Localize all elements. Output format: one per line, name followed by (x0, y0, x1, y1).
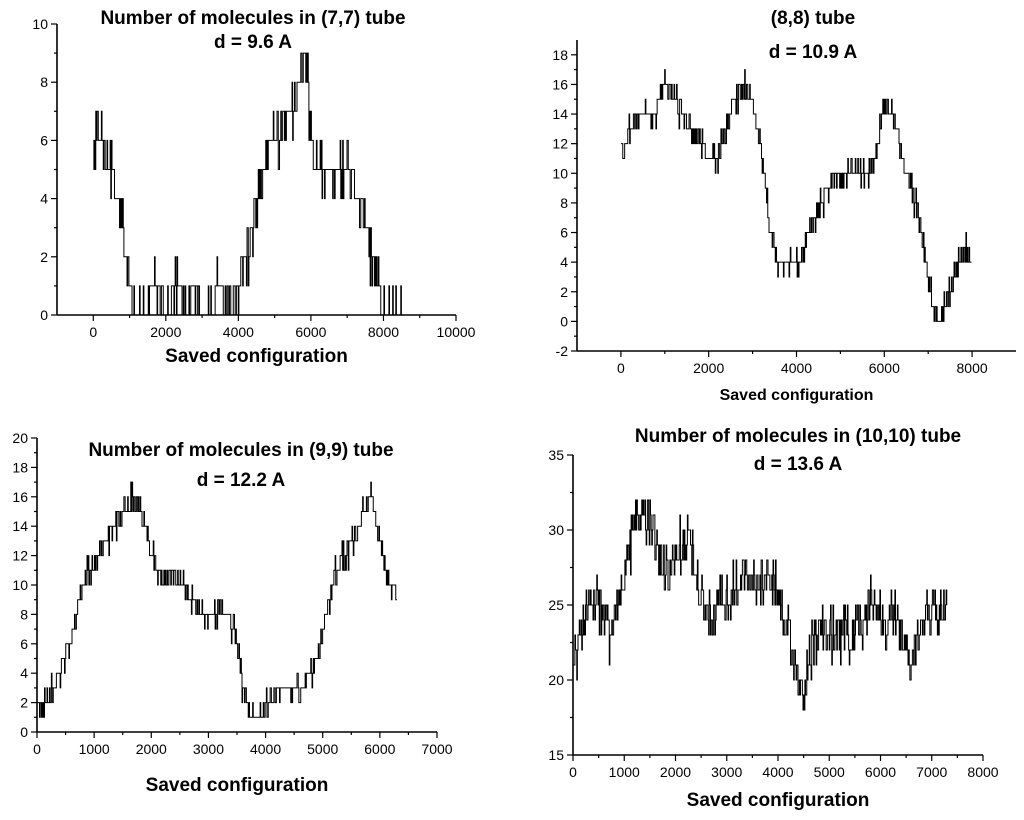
x-tick-label: 2000 (150, 324, 181, 340)
x-tick-label: 8000 (368, 324, 399, 340)
x-tick-label: 6000 (364, 741, 395, 757)
x-axis-label: Saved configuration (146, 775, 329, 796)
y-tick-label: 4 (40, 191, 48, 207)
y-tick-label: 14 (12, 518, 28, 534)
y-tick-label: 4 (20, 665, 28, 681)
y-tick-label: 16 (12, 489, 28, 505)
y-tick-label: 14 (552, 106, 568, 122)
series-trace (620, 69, 972, 322)
y-tick-label: 0 (20, 724, 28, 740)
x-tick-label: 2000 (660, 764, 691, 780)
y-tick-label: 18 (552, 47, 568, 63)
x-tick-label: 2000 (693, 360, 724, 376)
y-tick-label: 25 (548, 597, 564, 613)
chart-title-line: d = 9.6 A (214, 32, 292, 53)
x-tick-label: 6000 (295, 324, 326, 340)
x-tick-label: 7000 (916, 764, 947, 780)
y-tick-label: 12 (12, 548, 28, 564)
y-tick-label: 8 (40, 74, 48, 90)
y-tick-label: 35 (548, 447, 564, 463)
y-tick-label: 15 (548, 747, 564, 763)
y-tick-label: 20 (548, 672, 564, 688)
chart-title-line: d = 13.6 A (754, 454, 843, 475)
y-tick-label: 2 (40, 249, 48, 265)
series-trace (37, 481, 397, 718)
y-tick-label: -2 (556, 343, 569, 359)
y-tick-label: 0 (40, 307, 48, 323)
y-tick-label: 12 (552, 136, 568, 152)
chart-7-7: 0 2000 4000 6000 8000 10000 0 2 4 6 8 10 Number of m… (32, 8, 475, 367)
x-tick-label: 4000 (223, 324, 254, 340)
chart-title-line: Number of molecules in (10,10) tube (635, 426, 961, 447)
x-tick-label: 4000 (781, 360, 812, 376)
y-tick-label: 4 (560, 254, 568, 270)
y-tick-label: 16 (552, 76, 568, 92)
x-tick-label: 5000 (814, 764, 845, 780)
series-trace (573, 499, 948, 711)
x-tick-label: 6000 (865, 764, 896, 780)
x-tick-label: 1000 (79, 741, 110, 757)
x-tick-label: 6000 (869, 360, 900, 376)
y-tick-label: 10 (552, 165, 568, 181)
chart-title-line: d = 12.2 A (197, 470, 286, 491)
x-tick-label: 5000 (307, 741, 338, 757)
x-tick-label: 10000 (437, 324, 476, 340)
x-axis-label: Saved configuration (687, 790, 870, 811)
y-tick-label: 20 (12, 430, 28, 446)
y-tick-label: 2 (560, 284, 568, 300)
x-tick-label: 4000 (762, 764, 793, 780)
chart-title-line: (8,8) tube (771, 8, 855, 29)
x-tick-label: 4000 (250, 741, 281, 757)
y-tick-label: 2 (20, 695, 28, 711)
y-tick-label: 10 (32, 16, 48, 32)
chart-title-line: Number of molecules in (9,9) tube (88, 440, 393, 461)
x-tick-label: 3000 (711, 764, 742, 780)
chart-8-8: 0 2000 4000 6000 8000 -2 0 2 4 6 8 10 12 14 16 18 (8,8) … (552, 8, 1016, 404)
chart-title-line: d = 10.9 A (769, 42, 858, 63)
x-tick-label: 8000 (967, 764, 998, 780)
x-axis-label: Saved configuration (720, 387, 874, 404)
x-tick-label: 7000 (421, 741, 452, 757)
chart-title-line: Number of molecules in (7,7) tube (100, 8, 405, 29)
series-trace (93, 52, 402, 316)
x-axis-label: Saved configuration (165, 346, 348, 367)
x-tick-label: 0 (33, 741, 41, 757)
y-tick-label: 6 (560, 225, 568, 241)
y-tick-label: 6 (40, 132, 48, 148)
x-tick-label: 0 (89, 324, 97, 340)
chart-10-10: 0 1000 2000 3000 4000 5000 6000 7000 8000 15 20 25 3… (548, 426, 998, 811)
x-tick-label: 3000 (193, 741, 224, 757)
x-tick-label: 1000 (609, 764, 640, 780)
y-tick-label: 0 (560, 313, 568, 329)
y-tick-label: 8 (560, 195, 568, 211)
chart-9-9: 0 1000 2000 3000 4000 5000 6000 7000 0 2 4 6 8 10 12 14… (12, 430, 452, 796)
y-tick-label: 6 (20, 636, 28, 652)
x-tick-label: 2000 (136, 741, 167, 757)
y-tick-label: 10 (12, 577, 28, 593)
y-tick-label: 30 (548, 522, 564, 538)
x-tick-label: 0 (617, 360, 625, 376)
x-tick-label: 8000 (957, 360, 988, 376)
y-tick-label: 18 (12, 459, 28, 475)
y-tick-label: 8 (20, 606, 28, 622)
x-tick-label: 0 (569, 764, 577, 780)
